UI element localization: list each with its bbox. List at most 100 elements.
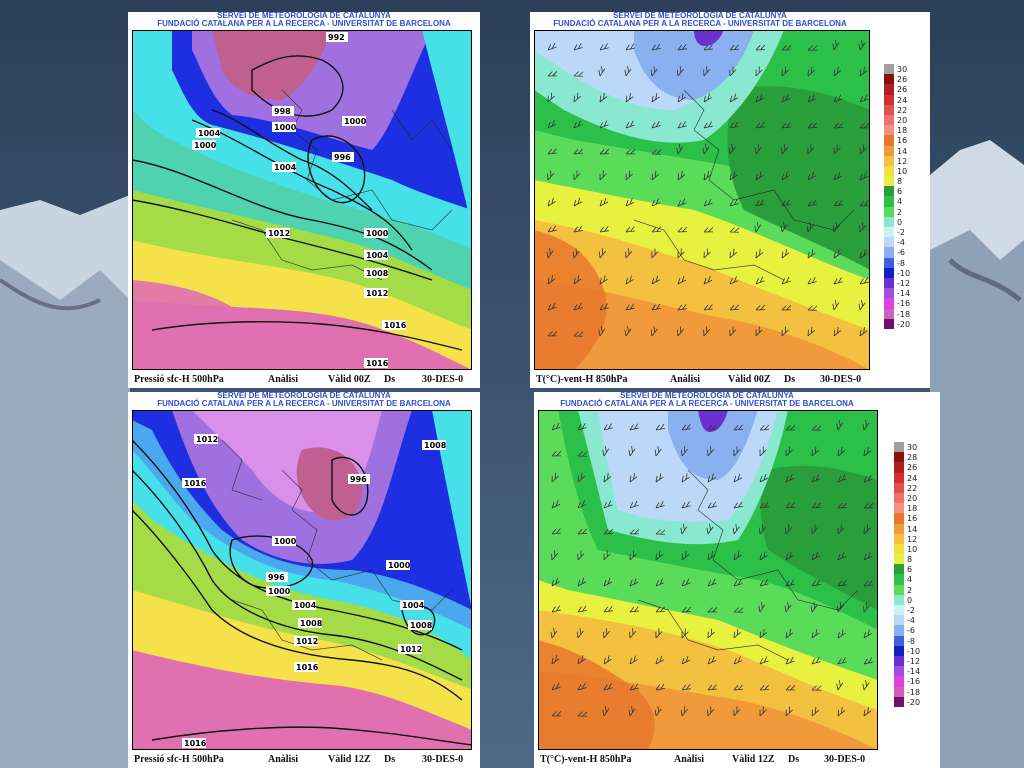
wind-barb <box>807 66 816 77</box>
legend-entry: 28 <box>894 452 940 463</box>
wind-barb <box>629 628 637 639</box>
legend-entry: 26 <box>884 74 930 85</box>
wind-barb <box>547 120 557 129</box>
wind-barb <box>807 199 817 207</box>
wind-barb <box>655 606 665 613</box>
wind-barb <box>807 171 817 181</box>
wind-barb <box>655 500 665 509</box>
legend-swatch <box>884 227 894 238</box>
wind-barb <box>759 502 769 509</box>
legend-label: -4 <box>897 238 905 248</box>
legend-entry: 6 <box>894 564 940 575</box>
legend-swatch <box>884 84 894 95</box>
wind-barb <box>781 249 790 259</box>
wind-barb <box>677 198 687 207</box>
wind-barb <box>807 249 816 259</box>
wind-barb <box>577 422 587 431</box>
contour-label: 1000 <box>344 117 367 126</box>
wind-barb <box>729 276 739 285</box>
wind-barb <box>681 550 690 561</box>
legend-label: 14 <box>897 146 908 156</box>
wind-barb <box>784 602 792 613</box>
wind-barb <box>703 171 712 181</box>
wind-barb <box>577 655 586 665</box>
legend-label: -6 <box>907 626 915 636</box>
legend-swatch <box>894 615 904 626</box>
legend-entry: -14 <box>884 288 930 299</box>
wind-barb <box>629 423 639 431</box>
contour-label: 1000 <box>194 141 217 150</box>
wind-barb <box>729 171 738 181</box>
wind-barb <box>651 248 659 259</box>
wind-barb <box>625 149 636 155</box>
wind-barb <box>807 326 816 337</box>
wind-barb <box>547 92 555 103</box>
wind-barb <box>551 682 561 691</box>
wind-barb <box>755 66 763 77</box>
contour-label: 1016 <box>296 663 319 672</box>
legend-swatch <box>894 605 904 616</box>
legend-label: -10 <box>897 268 911 278</box>
legend-entry: 30 <box>884 64 930 75</box>
footer-variable: T(°C)-vent-H 850hPa <box>540 754 632 765</box>
wind-barb <box>811 706 820 717</box>
panel-header: SERVEI DE METEOROLOGIA DE CATALUNYA FUND… <box>128 12 480 30</box>
wind-barb <box>759 579 769 587</box>
wind-barb <box>681 473 690 483</box>
legend-label: -20 <box>897 319 911 329</box>
wind-barb <box>603 655 612 665</box>
wind-barb <box>655 473 664 483</box>
wind-barb <box>651 43 661 51</box>
wind-barb <box>677 44 687 51</box>
contour-label: 1004 <box>366 251 389 260</box>
wind-barb <box>625 198 635 207</box>
wind-barb <box>732 524 740 535</box>
wind-barb <box>859 67 868 77</box>
wind-barb <box>754 221 762 233</box>
wind-barb <box>681 655 691 665</box>
wind-barb <box>759 473 769 483</box>
wind-barb <box>785 502 795 509</box>
contour-label: 1004 <box>274 163 297 172</box>
wind-barb <box>833 144 841 155</box>
contour-label: 1000 <box>274 123 297 132</box>
wind-barb <box>807 276 817 285</box>
wind-barb <box>603 550 611 561</box>
wind-barb <box>706 524 714 535</box>
panel-bottom-right-850hpa-12z: SERVEI DE METEOROLOGIA DE CATALUNYA FUND… <box>534 392 940 768</box>
wind-barb <box>681 628 689 639</box>
wind-barb <box>785 656 795 665</box>
wind-barb <box>729 121 739 129</box>
legend-swatch <box>884 165 894 177</box>
wind-barb <box>833 326 842 337</box>
footer-date: 30-DES-0 <box>422 754 464 765</box>
header-line1: SERVEI DE METEOROLOGIA DE CATALUNYA <box>620 392 794 400</box>
wind-barb <box>654 706 662 717</box>
footer-date: 30-DES-0 <box>824 754 866 765</box>
legend-entry: -4 <box>894 615 940 626</box>
wind-barb <box>573 71 584 77</box>
legend-entry: -6 <box>894 625 940 636</box>
legend-entry: 6 <box>884 186 930 197</box>
legend-entry: 8 <box>884 176 930 187</box>
legend-swatch <box>884 318 894 329</box>
legend-label: 26 <box>897 85 908 95</box>
wind-barb <box>680 706 688 717</box>
legend-swatch <box>884 74 894 85</box>
wind-barb <box>576 628 584 639</box>
wind-barb <box>785 425 796 431</box>
legend-label: 6 <box>897 187 903 197</box>
legend-entry: -18 <box>894 686 940 697</box>
wind-barb <box>785 706 793 717</box>
legend-swatch <box>894 686 904 697</box>
contour-label: 1008 <box>410 621 433 630</box>
wind-barb <box>628 706 636 717</box>
legend-swatch <box>894 462 904 473</box>
legend-swatch <box>894 635 904 646</box>
wind-barb <box>833 94 843 103</box>
wind-barb <box>598 325 606 337</box>
wind-barb <box>780 222 788 233</box>
legend-label: 4 <box>907 575 913 585</box>
legend-swatch <box>894 482 904 493</box>
legend-label: -10 <box>907 646 921 656</box>
